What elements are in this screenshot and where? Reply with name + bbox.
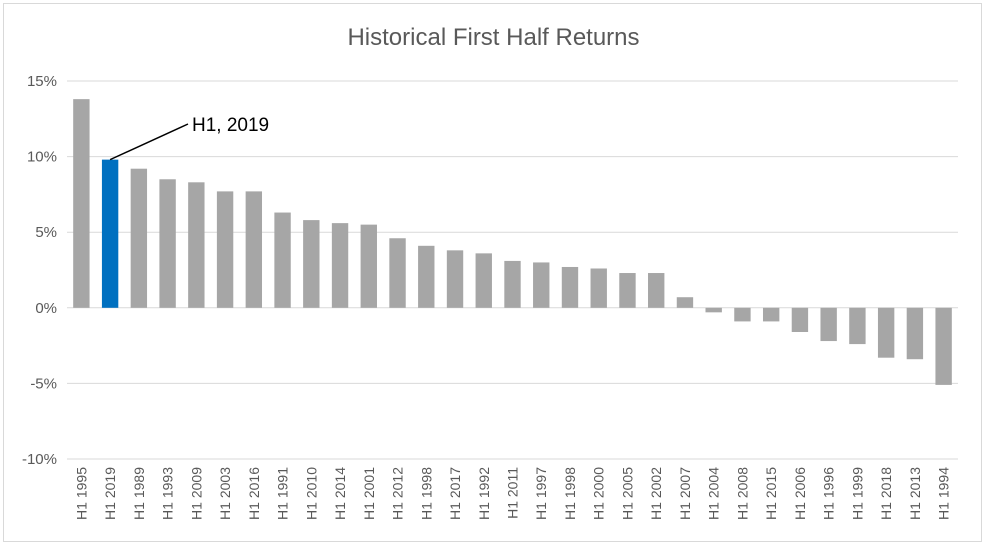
annotation-leader-line: [109, 123, 189, 161]
bar: [130, 168, 148, 308]
y-tick-label: 10%: [27, 149, 57, 166]
y-tick-label: 5%: [35, 224, 57, 241]
bar: [303, 220, 320, 308]
annotation-label: H1, 2019: [192, 115, 269, 136]
gridlines: [67, 80, 958, 460]
x-tick-label: H1 1993: [160, 467, 176, 520]
bar: [331, 223, 349, 308]
x-tick-label: H1 2003: [217, 467, 233, 520]
x-tick-label: H1 2006: [792, 467, 808, 520]
x-tick-label: H1 2017: [447, 467, 463, 520]
x-tick-label: H1 1992: [476, 467, 492, 520]
x-tick-label: H1 1991: [275, 467, 291, 520]
bar: [590, 268, 607, 308]
bar: [705, 307, 722, 313]
bar: [360, 224, 377, 308]
x-tick-label: H1 2007: [677, 467, 693, 520]
x-tick-label: H1 1989: [131, 467, 147, 520]
x-tick-label: H1 2011: [505, 467, 521, 519]
bar: [906, 307, 924, 360]
bars: [73, 99, 952, 385]
x-tick-label: H1 2009: [188, 467, 204, 520]
bar: [676, 297, 694, 308]
bar: [561, 266, 579, 308]
bar: [216, 191, 234, 308]
x-tick-label: H1 2004: [706, 467, 722, 520]
bar: [73, 99, 90, 308]
x-tick-label: H1 2018: [878, 467, 894, 520]
bar: [849, 307, 866, 345]
x-tick-label: H1 1998: [562, 467, 578, 520]
chart-title: Historical First Half Returns: [347, 24, 640, 51]
x-tick-label: H1 2013: [907, 467, 923, 520]
bar: [734, 307, 751, 322]
x-tick-label: H1 2019: [102, 467, 118, 520]
x-tick-label: H1 2008: [734, 467, 750, 520]
x-tick-label: H1 2005: [619, 467, 635, 520]
x-tick-label: H1 2012: [390, 467, 406, 520]
bar: [475, 253, 492, 308]
bar: [389, 238, 406, 308]
bar: [274, 212, 291, 308]
x-tick-label: H1 2001: [361, 467, 377, 520]
y-tick-label: -5%: [30, 375, 57, 392]
bar: [188, 182, 205, 308]
bar: [504, 260, 521, 308]
bar: [791, 307, 809, 332]
x-tick-label: H1 1997: [533, 467, 549, 520]
x-tick-label: H1 1999: [849, 467, 865, 520]
bar-highlighted: [101, 159, 119, 308]
bar: [446, 250, 464, 308]
x-tick-label: H1 2016: [246, 467, 262, 520]
bar: [533, 262, 550, 308]
x-tick-label: H1 1994: [936, 467, 952, 520]
bar: [762, 307, 780, 322]
y-tick-label: 0%: [35, 300, 57, 317]
x-tick-label: H1 2014: [332, 467, 348, 520]
y-tick-label: 15%: [27, 73, 57, 90]
bar: [820, 307, 837, 342]
x-tick-label: H1 1996: [821, 467, 837, 520]
x-tick-label: H1 2000: [591, 467, 607, 520]
bar: [418, 245, 435, 308]
bar: [877, 307, 895, 358]
bar: [648, 273, 665, 308]
x-tick-label: H1 1995: [73, 467, 89, 520]
y-tick-label: -10%: [22, 451, 57, 468]
x-axis-tick-labels: H1 1995 H1 2019 H1 1989 H1 1993 H1 2009 H1 20…: [73, 467, 951, 520]
bar: [159, 179, 176, 308]
x-tick-label: H1 2010: [303, 467, 319, 520]
y-axis-tick-labels: 15% 10% 5% 0% -5% -10%: [22, 73, 57, 468]
x-tick-label: H1 2015: [763, 467, 779, 520]
x-tick-label: H1 2002: [648, 467, 664, 520]
annotation: H1, 2019: [109, 115, 269, 161]
bar: [245, 191, 263, 308]
bar: [619, 273, 636, 308]
x-tick-label: H1 1998: [418, 467, 434, 520]
bar: [935, 307, 952, 385]
